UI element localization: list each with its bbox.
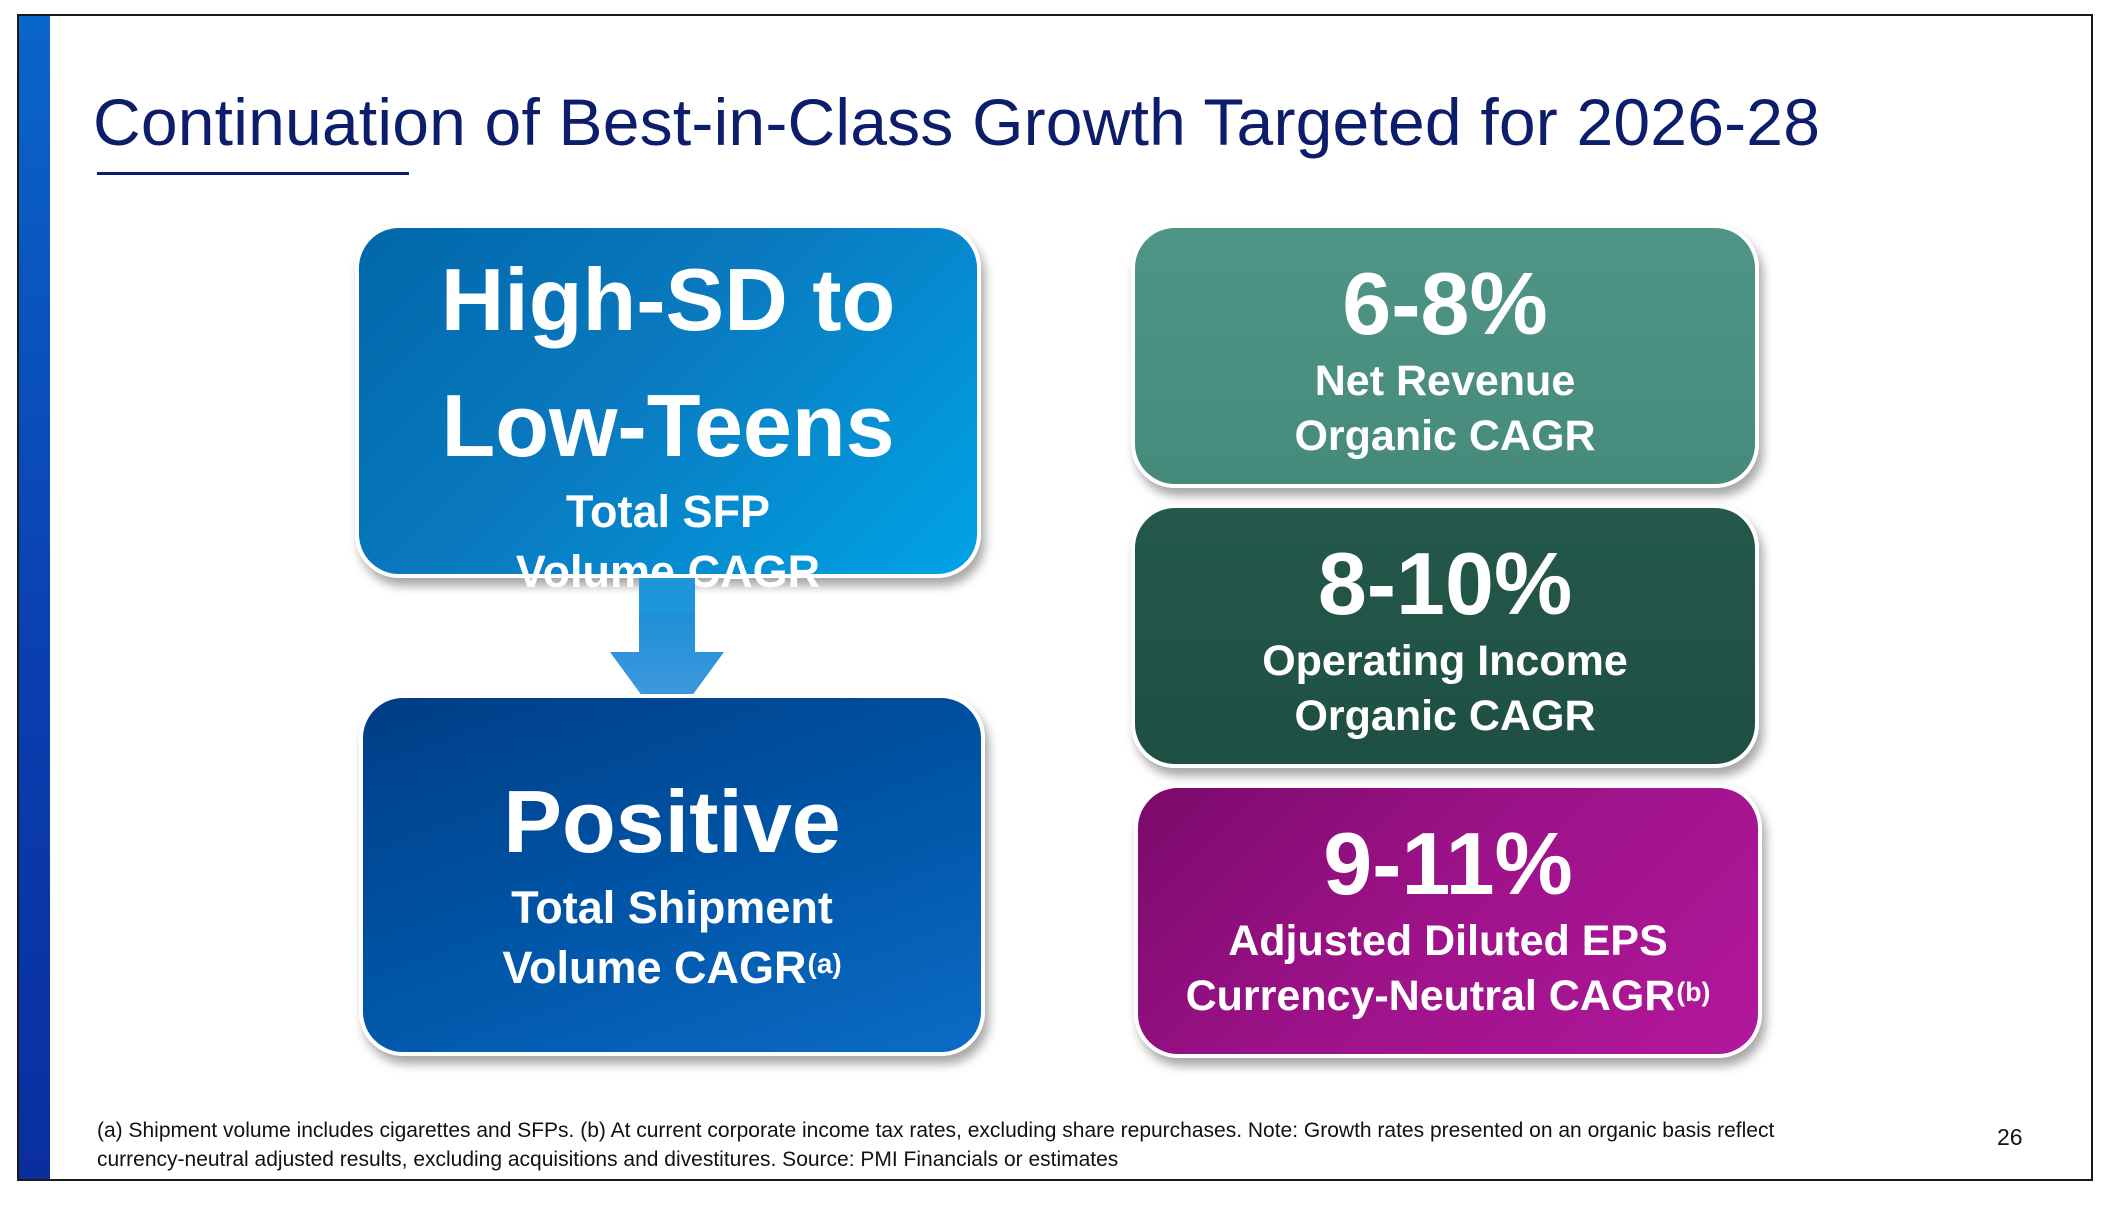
shipment-volume-label-line2: Volume CAGR(a)	[363, 940, 981, 996]
shipment-volume-label-text: Volume CAGR	[502, 942, 807, 993]
footnote-ref-b: (b)	[1676, 977, 1711, 1007]
page-number: 26	[1997, 1124, 2023, 1150]
eps-label-line2: Currency-Neutral CAGR(b)	[1138, 969, 1758, 1024]
shipment-volume-label-line1: Total Shipment	[511, 882, 833, 933]
net-revenue-label-line1: Net Revenue	[1314, 357, 1576, 405]
net-revenue-value: 6-8%	[1342, 254, 1548, 353]
eps-box: 9-11% Adjusted Diluted EPS Currency-Neut…	[1134, 784, 1762, 1058]
operating-income-value: 8-10%	[1317, 534, 1573, 633]
sfp-volume-value-line2: Low-Teens	[441, 376, 895, 475]
footnote-ref-a: (a)	[807, 948, 842, 979]
sfp-volume-box: High-SD to Low-Teens Total SFP Volume CA…	[355, 224, 981, 597]
sfp-volume-label-line1: Total SFP	[565, 486, 771, 537]
operating-income-label-line2: Organic CAGR	[1294, 692, 1596, 740]
sfp-volume-value-line1: High-SD to	[440, 250, 896, 349]
net-revenue-label-line2: Organic CAGR	[1294, 412, 1596, 460]
net-revenue-box: 6-8% Net Revenue Organic CAGR	[1131, 224, 1759, 488]
down-arrow-icon	[610, 578, 724, 730]
accent-sidebar	[19, 16, 50, 1179]
slide-title: Continuation of Best-in-Class Growth Tar…	[93, 85, 1821, 159]
eps-label-text: Currency-Neutral CAGR	[1185, 972, 1676, 1020]
operating-income-box: 8-10% Operating Income Organic CAGR	[1131, 504, 1759, 768]
footnote-line1: (a) Shipment volume includes cigarettes …	[97, 1119, 1775, 1142]
slide: Continuation of Best-in-Class Growth Tar…	[17, 14, 2093, 1181]
eps-value: 9-11%	[1323, 814, 1573, 913]
eps-label-line1: Adjusted Diluted EPS	[1228, 917, 1668, 965]
operating-income-label-line1: Operating Income	[1262, 637, 1628, 685]
shipment-volume-value: Positive	[503, 772, 841, 871]
footnote: (a) Shipment volume includes cigarettes …	[97, 1116, 1957, 1174]
title-underline	[97, 172, 409, 175]
shipment-volume-box: Positive Total Shipment Volume CAGR(a)	[359, 694, 985, 1056]
footnote-line2: currency-neutral adjusted results, exclu…	[97, 1148, 1119, 1171]
